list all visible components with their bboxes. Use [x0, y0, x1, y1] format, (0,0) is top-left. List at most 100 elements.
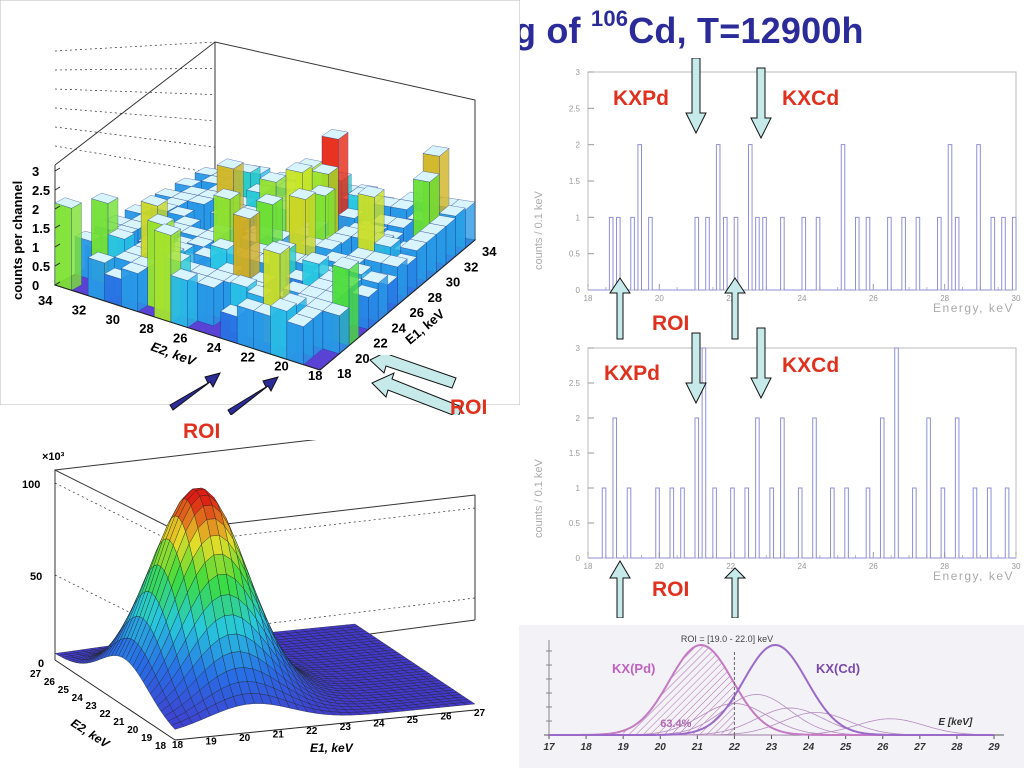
surface-x-tick: 25: [58, 685, 70, 696]
spectrum-y-tick: 2.5: [569, 379, 581, 388]
lego-bar-top: [288, 188, 316, 200]
spectrum-histogram: [588, 144, 1017, 291]
lego-bar: [170, 275, 188, 328]
spectrum-x-tick: 24: [798, 294, 807, 303]
lego-bar-top: [438, 205, 466, 217]
spectrum-x-tick: 22: [726, 562, 735, 571]
spectrum-y-label: counts / 0.1 keV: [533, 190, 545, 270]
lego-bar-top: [321, 129, 349, 140]
spectrum-x-tick: 18: [584, 562, 593, 571]
lego-bar-top: [54, 197, 82, 209]
spectrum-x-tick: 30: [1012, 294, 1021, 303]
surface-multiplier: ×10³: [42, 451, 65, 463]
lego-bar-top: [311, 163, 339, 175]
lego-bar-top: [386, 217, 414, 229]
fit-x-tick: 23: [765, 742, 778, 753]
arrow-icon: [169, 372, 221, 411]
surface-y-label: E1, keV: [310, 741, 354, 755]
kxcd-label: KXCd: [782, 354, 840, 377]
spectrum-x-tick: 30: [1012, 562, 1021, 571]
lego-bar-top: [170, 268, 198, 281]
surface-y-tick: 18: [172, 740, 184, 751]
lego-y-tick: 18: [337, 366, 351, 381]
surface-x-tick: 18: [155, 741, 167, 752]
spectrum-y-label: counts / 0.1 keV: [533, 458, 545, 538]
spectrum-x-tick: 20: [655, 562, 664, 571]
spectrum-y-tick: 3: [576, 68, 581, 77]
lego-bar: [121, 268, 138, 312]
lego-bar-top: [91, 192, 119, 204]
spectrum-x-tick: 24: [798, 562, 807, 571]
spectrum-y-tick: 1.5: [569, 177, 581, 186]
lego-y-tick: 26: [410, 305, 424, 320]
lego-bar: [187, 273, 198, 328]
lego-arrows: [169, 355, 463, 415]
lego-y-tick: 34: [482, 244, 497, 259]
spectrum-y-tick: 1: [576, 484, 581, 493]
lego-bar: [87, 257, 105, 302]
fit-x-tick: 29: [987, 742, 1000, 753]
lego-x-tick: 34: [38, 293, 53, 308]
arrow-icon: [369, 355, 457, 389]
lego-bar-top: [154, 223, 182, 236]
lego-bar-top: [210, 238, 238, 250]
lego-y-tick: 28: [428, 290, 442, 305]
lego-bar-top: [197, 275, 225, 289]
lego-plot: 0 0.5 1 1.5 2 2.5 3 34 32 30 28 26 24 22 20 18 18 20 22 2…: [0, 0, 520, 405]
lego-bar: [270, 305, 288, 360]
spectrum-x-tick: 20: [655, 294, 664, 303]
lego-z-tick: 3: [32, 164, 39, 179]
fit-title: ROI = [19.0 - 22.0] keV: [681, 634, 773, 644]
lego-x-tick: 28: [139, 321, 153, 336]
lego-bar-top: [233, 206, 261, 220]
lego-z-label: counts per channel: [10, 181, 25, 300]
lego-bar: [71, 202, 82, 291]
spectrum-x-tick: 26: [869, 294, 878, 303]
roi-label: ROI: [450, 396, 488, 419]
arrow-icon: [227, 376, 279, 415]
fit-x-tick: 19: [618, 742, 630, 753]
lego-bar-top: [412, 171, 440, 183]
surface-x-tick: 26: [44, 677, 56, 688]
fit-legend-kxcd: KX(Cd): [816, 661, 860, 676]
roi-label: ROI: [652, 312, 690, 335]
surface-x-tick: 23: [86, 701, 98, 712]
surface-y-tick: 19: [206, 736, 218, 747]
lego-y-tick: 24: [391, 320, 406, 335]
surface-x-tick: 21: [113, 717, 125, 728]
lego-z-tick: 2: [32, 202, 39, 217]
fit-curve-kxcd: [549, 643, 994, 736]
spectrum-histogram: [588, 347, 1016, 559]
lego-z-tick: 1: [32, 240, 39, 255]
peak-fit-plot: 17 18 19 20 21 22 23 24 25 26 27 28 29 ROI = [19.0 - …: [519, 625, 1024, 768]
lego-bar-top: [187, 195, 215, 205]
kxcd-label: KXCd: [782, 87, 840, 110]
lego-bar-top: [87, 251, 115, 264]
lego-bar-top: [422, 145, 450, 157]
lego-x-tick: 18: [308, 368, 322, 383]
lego-bar: [237, 305, 254, 349]
lego-bar-top: [357, 185, 385, 198]
spectrum-x-label: Energy, keV: [933, 301, 1014, 315]
lego-bar-top: [361, 270, 389, 284]
surface-y-tick: 21: [273, 729, 285, 740]
surface-y-tick: 22: [306, 726, 318, 737]
lego-x-tick: 26: [173, 331, 187, 346]
spectrum-y-tick: 0.5: [569, 519, 581, 528]
lego-bar-top: [256, 193, 284, 205]
fit-x-tick: 24: [802, 742, 815, 753]
fit-x-tick: 22: [728, 742, 741, 753]
surface-y-tick: 24: [373, 719, 385, 730]
spectrum-x-tick: 18: [584, 294, 593, 303]
lego-bar-top: [400, 239, 427, 251]
fit-background: [519, 625, 1024, 768]
lego-bar-top: [120, 262, 149, 274]
fit-x-tick: 17: [543, 742, 555, 753]
spectrum-top: 0 0.5 1 1.5 2 2.5 3 18 20 22 24 26 28 30 counts / 0.1 …: [533, 68, 1021, 315]
lego-bar-top: [269, 298, 297, 312]
fit-x-tick: 20: [654, 742, 667, 753]
fit-x-tick: 27: [913, 742, 926, 753]
surface-y-tick: 20: [239, 733, 251, 744]
lego-z-tick: 0: [32, 278, 39, 293]
